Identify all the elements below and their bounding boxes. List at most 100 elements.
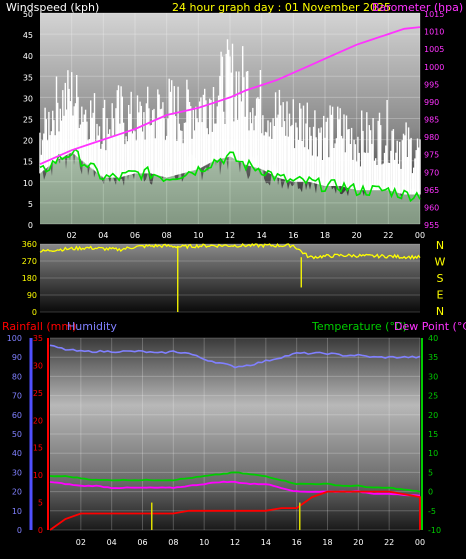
temp-x-tick-label: 22: [384, 538, 394, 547]
rain-y-ticks: 0 5 10 15 20 25 30 35: [33, 334, 43, 535]
temp-y-tick-label: -10: [428, 526, 441, 535]
avg-wind-line: [39, 148, 421, 203]
wind-y-tick-label: 20: [23, 137, 33, 146]
rain-y-tick-label: 30: [33, 361, 43, 370]
wind-x-tick-label: 10: [193, 231, 203, 240]
wind-y-tick-label: 40: [23, 52, 33, 61]
wind-y-tick-label: 5: [28, 200, 33, 209]
temp-y-tick-label: 0: [428, 488, 433, 497]
temperature-line: [49, 471, 421, 493]
wind-y-tick-label: 25: [23, 116, 33, 125]
humidity-y-tick-label: 70: [12, 392, 22, 401]
humidity-y-tick-label: 0: [17, 526, 22, 535]
humidity-y-tick-label: 20: [12, 488, 22, 497]
compass-label: N: [436, 305, 444, 318]
dew-axis-label: Dew Point (°C): [394, 320, 466, 333]
humidity-y-ticks: 0 10 20 30 40 50 60 70 80 90 100: [7, 334, 22, 535]
wind-y-tick-label: 15: [23, 158, 33, 167]
temp-y-tick-label: 15: [428, 430, 438, 439]
temp-x-tick-label: 18: [322, 538, 332, 547]
baro-y-tick-label: 1015: [424, 10, 444, 19]
rain-axis-label: Rainfall (mm): [2, 320, 76, 333]
temp-x-tick-label: 20: [353, 538, 363, 547]
humidity-line: [49, 344, 421, 369]
wind-x-tick-label: 04: [98, 231, 108, 240]
barometer-line: [39, 26, 421, 166]
baro-y-tick-label: 990: [424, 98, 439, 107]
baro-y-ticks: 955 960 965 970 975 980 985 990 995 1000 1005 1010 1…: [424, 10, 444, 230]
humidity-axis-label: Humidity: [67, 320, 117, 333]
direction-line: [39, 242, 421, 260]
wind-y-tick-label: 45: [23, 31, 33, 40]
wind-y-ticks: 0 5 10 15 20 25 30 35 40 45 50: [23, 10, 33, 230]
wind-y-tick-label: 30: [23, 94, 33, 103]
rain-y-tick-label: 15: [33, 444, 43, 453]
humidity-y-tick-label: 100: [7, 334, 22, 343]
baro-y-tick-label: 980: [424, 133, 439, 142]
wind-series: [39, 26, 421, 224]
temp-y-tick-label: -5: [428, 507, 436, 516]
temp-x-tick-label: 06: [137, 538, 147, 547]
wind-x-tick-label: 00: [415, 231, 425, 240]
humidity-y-tick-label: 30: [12, 468, 22, 477]
temp-y-tick-label: 30: [428, 372, 438, 381]
humidity-y-tick-label: 10: [12, 507, 22, 516]
wind-x-tick-label: 18: [320, 231, 330, 240]
temp-y-tick-label: 5: [428, 468, 433, 477]
wind-x-tick-label: 16: [288, 231, 298, 240]
wind-axis-label: Windspeed (kph): [6, 1, 99, 14]
baro-y-tick-label: 955: [424, 221, 439, 230]
rain-y-tick-label: 25: [33, 389, 43, 398]
temp-y-tick-label: 10: [428, 449, 438, 458]
temp-series: [49, 344, 421, 531]
temp-y-ticks: -10 -5 0 5 10 15 20 25 30 35 40: [428, 334, 441, 535]
direction-grid: [40, 243, 420, 313]
temp-x-tick-label: 00: [415, 538, 425, 547]
baro-y-tick-label: 965: [424, 186, 439, 195]
rain-y-tick-label: 35: [33, 334, 43, 343]
humidity-y-tick-label: 90: [12, 353, 22, 362]
graph-title: 24 hour graph day : 01 November 2025: [172, 1, 391, 14]
temp-y-tick-label: 40: [428, 334, 438, 343]
temp-y-tick-label: 25: [428, 392, 438, 401]
compass-label: N: [436, 239, 444, 252]
wind-y-tick-label: 10: [23, 179, 33, 188]
wind-y-tick-label: 50: [23, 10, 33, 19]
wind-x-tick-label: 02: [67, 231, 77, 240]
rain-y-tick-label: 0: [38, 526, 43, 535]
temp-x-tick-label: 04: [107, 538, 117, 547]
direction-plot-area: [40, 244, 420, 312]
wind-x-tick-label: 06: [130, 231, 140, 240]
temp-x-tick-label: 08: [168, 538, 178, 547]
wind-y-tick-label: 0: [28, 221, 33, 230]
compass-label: S: [437, 272, 444, 285]
humidity-y-tick-label: 80: [12, 372, 22, 381]
temp-x-tick-label: 12: [230, 538, 240, 547]
baro-axis-label: Barometer (hpa): [372, 1, 463, 14]
rain-y-tick-label: 5: [38, 499, 43, 508]
temp-x-tick-label: 02: [76, 538, 86, 547]
wind-y-tick-label: 35: [23, 73, 33, 82]
baro-y-tick-label: 970: [424, 168, 439, 177]
compass-label: W: [435, 256, 446, 269]
wind-x-ticks: 02 04 06 08 10 12 14 16 18 20 22 00: [67, 231, 426, 240]
direction-y-tick-label: 180: [22, 274, 37, 283]
baro-y-tick-label: 960: [424, 203, 439, 212]
direction-series: [39, 242, 421, 312]
wind-x-tick-label: 08: [162, 231, 172, 240]
temp-x-tick-label: 10: [199, 538, 209, 547]
humidity-y-tick-label: 40: [12, 449, 22, 458]
gust-band: [40, 133, 420, 224]
temp-x-tick-label: 16: [292, 538, 302, 547]
baro-y-tick-label: 1000: [424, 63, 444, 72]
rain-y-tick-label: 10: [33, 471, 43, 480]
baro-y-tick-label: 985: [424, 116, 439, 125]
direction-y-tick-label: 270: [22, 257, 37, 266]
baro-y-tick-label: 1010: [424, 28, 444, 37]
temp-x-ticks: 02 04 06 08 10 12 14 16 18 20 22 00: [76, 538, 425, 547]
baro-y-tick-label: 995: [424, 80, 439, 89]
direction-y-tick-label: 360: [22, 240, 37, 249]
temp-axis-label: Temperature (°C): [311, 320, 407, 333]
